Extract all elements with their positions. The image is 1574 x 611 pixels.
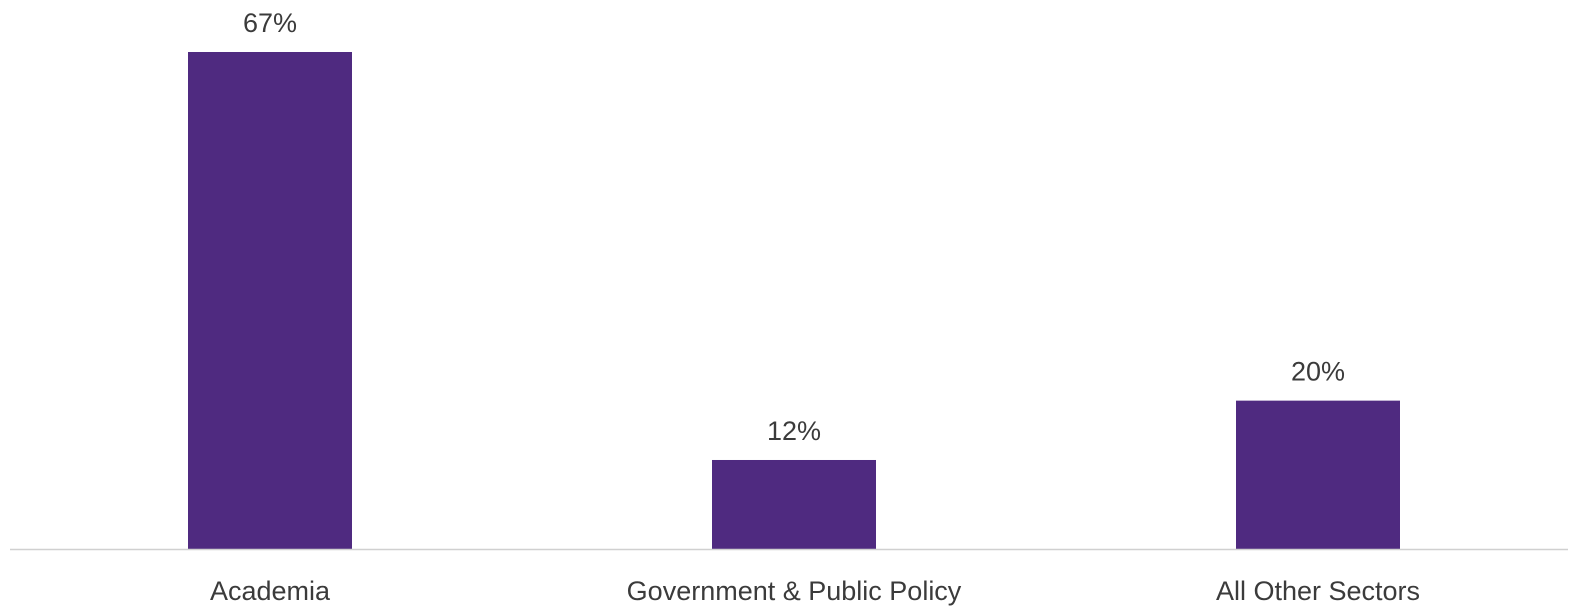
category-label-1: Academia <box>210 576 331 606</box>
data-labels-group: 67% 12% 20% <box>243 8 1345 446</box>
category-label-2: Government & Public Policy <box>627 576 962 606</box>
bar-2 <box>712 459 876 549</box>
bar-3 <box>1236 400 1400 549</box>
bar-1 <box>188 52 352 549</box>
data-label-2: 12% <box>767 416 821 446</box>
data-label-3: 20% <box>1291 357 1345 387</box>
bars-group <box>188 52 1400 549</box>
category-label-3: All Other Sectors <box>1216 576 1420 606</box>
category-labels-group: Academia Government & Public Policy All Ot… <box>210 576 1420 606</box>
data-label-1: 67% <box>243 8 297 38</box>
